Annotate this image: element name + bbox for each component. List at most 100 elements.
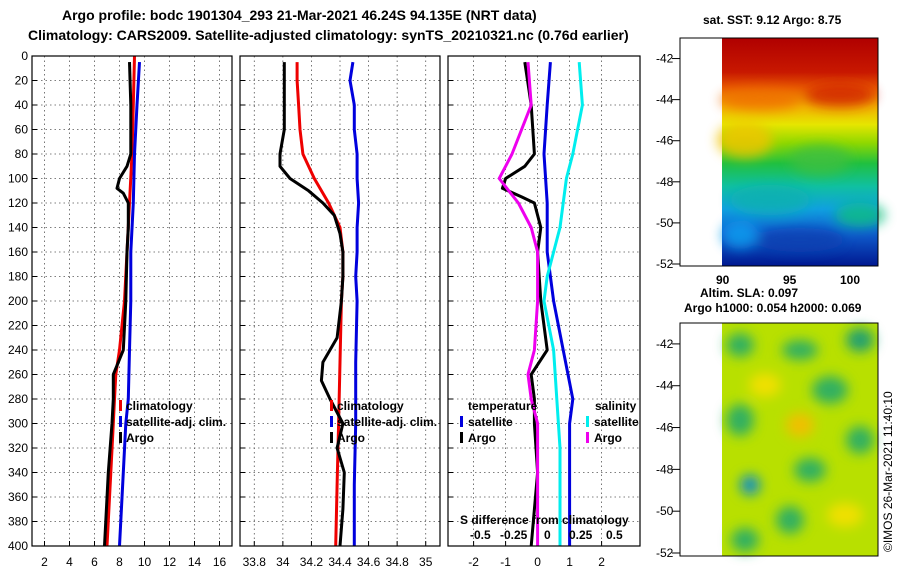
x-tick-label: 6 [91,555,98,569]
lat-tick-label: -44 [656,93,674,107]
series-line-climatology [295,62,345,547]
depth-tick-label: 0 [21,49,28,63]
lon-tick-label: 100 [840,273,860,287]
lat-tick-label: -50 [656,216,674,230]
depth-tick-label: 180 [8,270,28,284]
s-tick-label: -0.25 [500,528,528,542]
lat-tick-label: -42 [656,337,674,351]
lat-tick-label: -44 [656,379,674,393]
s-tick-label: -0.5 [470,528,491,542]
series-line-argo [103,62,133,547]
depth-axis-labels: 0 20 40 60 80 100 120 140 160 180 200 220 240 260 280 3… [8,49,28,553]
temperature-panel: 2 4 6 8 10 12 14 16 [31,55,233,569]
title-line-2: Climatology: CARS2009. Satellite-adjuste… [28,27,629,43]
lat-tick-label: -48 [656,462,674,476]
difference-panel: -2 -1 0 1 2 [447,55,641,569]
legend-swatch-satellite [119,416,122,427]
lon-tick-label: 90 [716,273,730,287]
x-tick-label: 14 [188,555,202,569]
series-line-satellite-adj-clim- [348,61,361,546]
lat-tick-label: -46 [656,421,674,435]
sst-map [679,37,885,267]
legend-label-argo: Argo [126,431,154,445]
x-tick-label: 33.8 [243,555,267,569]
s-difference-label: S difference from climatology [460,513,629,527]
depth-tick-label: 280 [8,392,28,406]
legend-swatch-satellite [330,416,333,427]
depth-tick-label: 140 [8,221,28,235]
lat-tick-label: -42 [656,52,674,66]
lat-tick-label: -46 [656,134,674,148]
legend-label-climatology: climatology [126,399,193,413]
depth-tick-label: 300 [8,417,28,431]
s-tick-label: 0 [544,528,551,542]
x-tick-label: 4 [66,555,73,569]
lat-tick-label: -48 [656,175,674,189]
title-line-1: Argo profile: bodc 1901304_293 21-Mar-20… [62,7,537,23]
lon-tick-label: 95 [783,273,797,287]
plot-frame [447,55,641,547]
sla-title-line-2: Argo h1000: 0.054 h2000: 0.069 [684,301,862,315]
series-line-temperature-satellite [542,61,575,546]
depth-tick-label: 60 [15,123,29,137]
legend-label-satellite: satellite-adj. clim. [337,415,437,429]
salinity-difference-axis: S difference from climatology -0.5 -0.25… [460,513,629,542]
depth-tick-label: 40 [15,98,29,112]
sst-texture [717,83,885,252]
legend-title-salinity: salinity [595,399,637,413]
depth-tick-label: 160 [8,245,28,259]
x-tick-label: 2 [41,555,48,569]
depth-tick-label: 120 [8,196,28,210]
salinity-legend: climatology satellite-adj. clim. Argo [330,399,437,445]
depth-tick-label: 340 [8,466,28,480]
legend-label-sal-argo: Argo [594,431,622,445]
plot-frame [239,55,441,547]
x-tick-label: 34.4 [328,555,352,569]
depth-tick-label: 400 [8,539,28,553]
series-line-satellite-adj-clim- [118,62,141,547]
legend-label-climatology: climatology [337,399,404,413]
x-tick-label: 10 [138,555,152,569]
legend-label-sal-satellite: satellite [594,415,639,429]
difference-legend: temperature satellite Argo salinity sate… [460,399,639,445]
legend-swatch-sal-argo [586,432,589,443]
depth-tick-label: 320 [8,441,28,455]
depth-tick-label: 100 [8,172,28,186]
legend-swatch-argo [119,432,122,443]
series-line-salinity-argo [497,61,540,546]
depth-tick-label: 80 [15,147,29,161]
x-tick-label: 34.2 [300,555,324,569]
depth-tick-label: 260 [8,368,28,382]
x-tick-label: 1 [566,555,573,569]
x-tick-label: 16 [213,555,227,569]
legend-swatch-temp-satellite [460,416,463,427]
s-tick-label: 0.25 [569,528,593,542]
depth-tick-label: 240 [8,343,28,357]
x-tick-label: 35 [419,555,433,569]
series-line-argo [278,62,346,547]
legend-title-temperature: temperature [468,399,538,413]
legend-label-temp-satellite: satellite [468,415,513,429]
legend-swatch-climatology [119,400,122,411]
legend-swatch-sal-satellite [586,416,589,427]
x-tick-label: 34.6 [357,555,381,569]
x-tick-label: 8 [116,555,123,569]
legend-swatch-climatology [330,400,333,411]
lat-tick-label: -50 [656,504,674,518]
depth-tick-label: 220 [8,319,28,333]
depth-tick-label: 380 [8,515,28,529]
x-tick-label: 34.8 [385,555,409,569]
legend-swatch-argo [330,432,333,443]
sla-map [679,322,879,557]
credit-label: ©IMOS 26-Mar-2021 11:40:10 [881,391,895,552]
depth-tick-label: 20 [15,74,29,88]
x-tick-label: 34 [276,555,290,569]
legend-swatch-temp-argo [460,432,463,443]
sst-longitude-labels: 90 95 100 [716,273,860,287]
lat-tick-label: -52 [656,546,674,560]
plot-frame [31,55,233,547]
legend-label-temp-argo: Argo [468,431,496,445]
sla-title-line-1: Altim. SLA: 0.097 [700,286,798,300]
sst-map-title: sat. SST: 9.12 Argo: 8.75 [703,13,842,27]
